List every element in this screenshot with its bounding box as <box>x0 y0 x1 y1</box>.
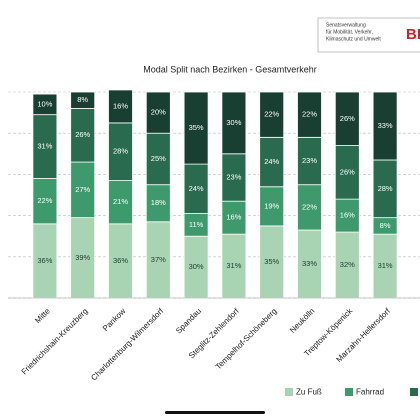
bar-segment <box>334 145 360 200</box>
value-label: 26% <box>340 167 355 176</box>
value-label: 27% <box>75 185 90 194</box>
value-label: 31% <box>378 261 393 270</box>
bar-segment <box>372 91 398 161</box>
bar-segment <box>108 223 133 299</box>
value-label: 24% <box>189 184 204 193</box>
chart-title: Modal Split nach Bezirken - Gesamtverkeh… <box>143 64 317 74</box>
bar-segment <box>70 91 96 109</box>
value-label: 8% <box>380 221 391 230</box>
value-label: 35% <box>189 123 204 132</box>
legend-swatch <box>345 388 353 396</box>
bar-segment <box>221 200 247 235</box>
logo: BE <box>406 26 420 43</box>
bar-segment <box>372 159 398 219</box>
value-label: 30% <box>189 262 204 271</box>
value-label: 33% <box>302 259 317 268</box>
value-label: 32% <box>340 260 355 269</box>
value-label: 30% <box>226 118 241 127</box>
bar-segment <box>259 136 285 188</box>
header-line: für Mobilität, Verkehr, <box>326 29 373 35</box>
value-label: 20% <box>151 108 166 117</box>
value-label: 22% <box>37 196 52 205</box>
bar-segment <box>259 225 285 299</box>
bar-segment <box>221 91 247 155</box>
x-tick-label: Pankow <box>101 306 128 333</box>
header-line: Klimaschutz und Umwelt <box>326 36 381 42</box>
legend-swatch <box>285 388 293 396</box>
value-label: 18% <box>151 198 166 207</box>
value-label: 19% <box>264 201 279 210</box>
value-label: 11% <box>189 220 204 229</box>
value-label: 10% <box>37 99 52 108</box>
x-tick-label: Spandau <box>174 307 203 336</box>
bar-segment <box>297 91 322 138</box>
value-label: 16% <box>340 211 355 220</box>
x-tick-label: Charlottenburg-Wilmersdorf <box>89 306 165 382</box>
value-label: 31% <box>37 142 52 151</box>
bar-segment <box>183 91 209 165</box>
value-label: 22% <box>302 202 317 211</box>
bar-segment <box>108 180 133 225</box>
bar-segment <box>183 163 209 214</box>
home-indicator <box>165 411 265 414</box>
legend-label: Fahrrad <box>356 388 384 397</box>
x-tick-label: Neukölln <box>288 307 316 335</box>
bar-segment <box>145 184 171 223</box>
bar-segment <box>221 153 247 202</box>
value-label: 25% <box>151 154 166 163</box>
bar-segment <box>70 108 96 163</box>
x-tick-label: Friedrichshain-Kreuzberg <box>20 307 90 377</box>
x-tick-label: Mitte <box>33 306 52 325</box>
legend-label: Zu Fuß <box>296 388 322 397</box>
bar-segment <box>297 229 322 299</box>
bar-segment <box>32 114 58 179</box>
value-label: 26% <box>340 114 355 123</box>
bar-segment <box>32 93 58 116</box>
value-label: 39% <box>75 253 90 262</box>
header-line: Senatsverwaltung <box>326 22 366 28</box>
bar-segment <box>145 132 171 186</box>
bar-segment <box>334 231 360 299</box>
value-label: 37% <box>151 255 166 264</box>
value-label: 16% <box>226 213 241 222</box>
legend-swatch <box>410 388 418 396</box>
value-label: 35% <box>264 257 279 266</box>
value-label: 22% <box>302 110 317 119</box>
value-label: 21% <box>113 197 128 206</box>
value-label: 33% <box>378 121 393 130</box>
value-label: 16% <box>113 101 128 110</box>
header-box <box>317 17 420 53</box>
bar-segment <box>334 198 360 233</box>
bar-segment <box>221 233 247 299</box>
bar-segment <box>108 89 133 124</box>
bar-segment <box>259 91 285 138</box>
value-label: 31% <box>226 261 241 270</box>
value-label: 28% <box>113 147 128 156</box>
value-label: 8% <box>77 95 88 104</box>
bar-segment <box>259 186 285 227</box>
bar-segment <box>145 221 171 299</box>
value-label: 36% <box>113 256 128 265</box>
value-label: 23% <box>302 156 317 165</box>
value-label: 23% <box>226 172 241 181</box>
bar-segment <box>32 178 58 225</box>
bar-segment <box>334 91 360 146</box>
value-label: 26% <box>75 130 90 139</box>
value-label: 24% <box>264 157 279 166</box>
bar-segment <box>145 91 171 134</box>
value-label: 36% <box>37 256 52 265</box>
value-label: 22% <box>264 110 279 119</box>
value-label: 28% <box>378 184 393 193</box>
